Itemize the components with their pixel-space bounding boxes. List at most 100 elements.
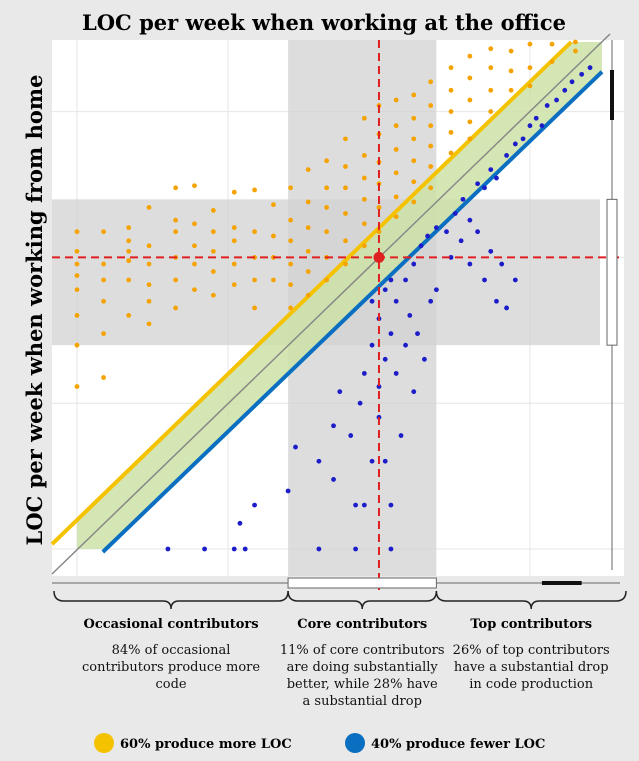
data-point-fewer [331, 477, 336, 482]
data-point-more [343, 211, 348, 216]
data-point-fewer [353, 502, 358, 508]
x-marginal-box [287, 577, 437, 589]
bracket-2 [287, 590, 438, 610]
data-point-more [101, 261, 106, 267]
data-point-more [527, 41, 533, 47]
data-point-more [231, 282, 237, 288]
data-point-more [146, 282, 152, 288]
data-point-fewer [428, 298, 434, 304]
threshold-line-fewer [101, 70, 604, 554]
data-point-fewer [467, 217, 473, 223]
data-point-fewer [357, 400, 363, 406]
data-point-fewer [433, 287, 439, 293]
data-point-fewer [388, 331, 394, 337]
data-point-fewer [422, 356, 427, 362]
data-point-more [527, 83, 533, 89]
data-point-fewer [237, 520, 243, 526]
data-point-more [428, 164, 434, 169]
data-point-fewer [361, 502, 367, 508]
group-title: Occasional contributors [84, 617, 259, 632]
data-point-more [508, 68, 514, 74]
data-point-more [173, 229, 179, 235]
data-point-more [252, 229, 257, 235]
data-point-fewer [398, 433, 404, 438]
data-point-more [288, 261, 294, 267]
legend-label-more: 60% produce more LOC [120, 737, 292, 752]
data-point-more [74, 261, 80, 267]
data-point-more [305, 248, 311, 254]
data-point-more [192, 261, 197, 267]
marginal-boxplots [52, 40, 620, 589]
data-point-fewer [452, 211, 458, 216]
data-point-more [173, 277, 179, 283]
data-point-more [361, 153, 367, 158]
data-point-more [126, 258, 132, 264]
data-point-more [146, 205, 152, 210]
group-description-line: a substantial drop [303, 694, 422, 709]
data-point-more [361, 196, 367, 202]
data-point-more [411, 179, 417, 185]
y-axis-label: LOC per week when working from home [22, 75, 47, 546]
data-point-more [126, 238, 132, 244]
data-point-more [488, 46, 494, 52]
data-point-more [527, 65, 533, 71]
data-point-more [101, 277, 106, 283]
data-point-more [448, 109, 454, 114]
data-point-more [467, 97, 473, 103]
data-point-more [305, 292, 311, 298]
data-point-fewer [388, 277, 394, 283]
data-point-fewer [388, 546, 394, 552]
data-point-more [467, 119, 473, 125]
data-point-more [448, 87, 454, 93]
data-point-more [231, 238, 237, 244]
data-point-fewer [554, 97, 559, 103]
data-point-more [101, 375, 106, 380]
data-point-fewer [579, 71, 585, 77]
data-point-more [448, 150, 454, 156]
y-marginal-box [606, 198, 618, 346]
data-point-fewer [285, 488, 291, 494]
data-point-more [343, 238, 348, 244]
data-point-more [411, 92, 417, 98]
data-point-fewer [418, 243, 424, 249]
y-marginal-outliers [610, 70, 614, 120]
data-point-more [393, 123, 399, 129]
data-point-more [192, 221, 197, 227]
data-point-more [288, 238, 294, 244]
group-description-line: code [155, 677, 186, 692]
data-point-more [361, 221, 367, 227]
data-point-more [210, 292, 216, 298]
data-point-more [192, 243, 197, 249]
data-point-fewer [388, 502, 394, 508]
data-point-fewer [482, 277, 487, 283]
data-point-fewer [376, 384, 382, 389]
data-point-more [324, 277, 330, 283]
data-point-more [126, 313, 132, 318]
data-point-more [210, 248, 216, 254]
data-point-fewer [533, 115, 539, 121]
data-point-more [376, 205, 382, 210]
data-point-more [210, 207, 216, 213]
data-point-more [305, 269, 311, 274]
data-point-fewer [242, 546, 248, 552]
data-point-more [488, 65, 494, 71]
data-point-more [74, 229, 80, 235]
data-point-more [126, 225, 132, 231]
data-point-more [192, 183, 197, 189]
data-point-fewer [527, 123, 533, 129]
data-point-more [549, 59, 555, 65]
data-point-more [231, 225, 237, 231]
bracket-1 [53, 590, 289, 610]
data-point-more [305, 225, 311, 231]
data-point-more [252, 305, 257, 311]
data-point-fewer [231, 546, 237, 552]
data-point-more [74, 313, 80, 318]
data-point-more [101, 331, 106, 337]
group-description-line: contributors produce more [82, 660, 260, 675]
data-point-more [428, 185, 434, 191]
contributor-group-labels: Occasional contributors 84% of occasional… [82, 617, 610, 709]
legend: 60% produce more LOC 40% produce fewer L… [94, 733, 545, 753]
data-point-more [324, 185, 330, 191]
reference-point [373, 251, 385, 263]
